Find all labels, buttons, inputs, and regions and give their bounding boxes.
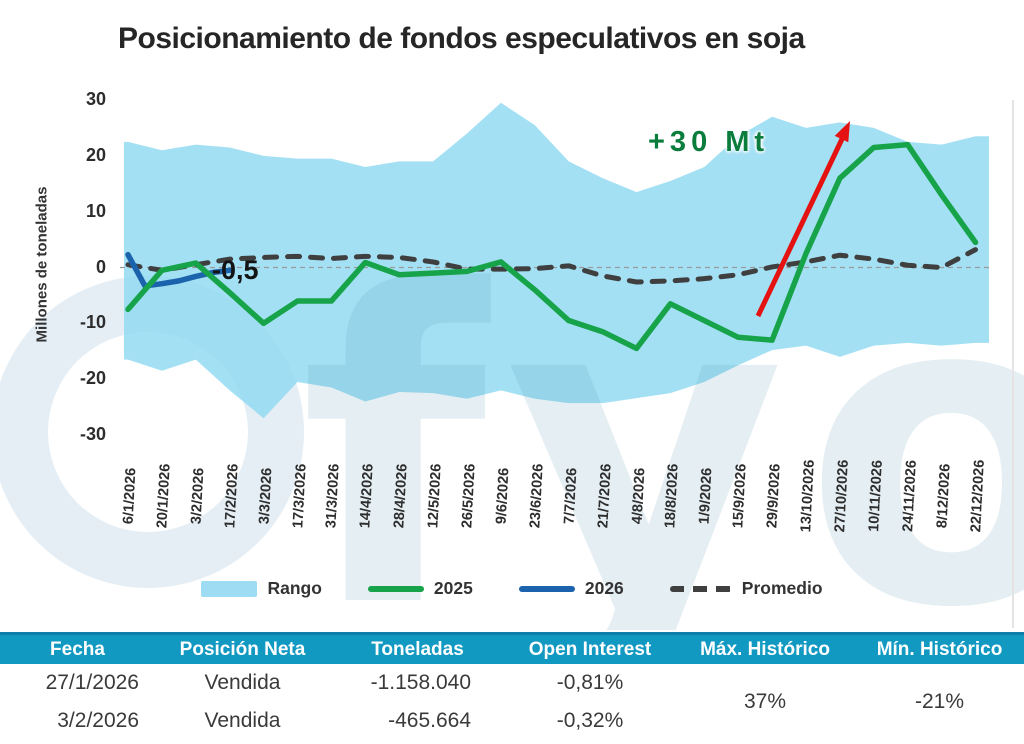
x-tick-label: 17/2/2026 <box>222 463 242 529</box>
positions-table: Fecha Posición Neta Toneladas Open Interest… <box>0 632 1024 740</box>
card-edge-divider <box>1012 100 1014 628</box>
legend-item-promedio: Promedio <box>669 578 823 599</box>
y-tick-label: 30 <box>85 89 106 109</box>
legend-label: 2026 <box>584 578 624 598</box>
table-body: 37% -21% 27/1/2026 Vendida -1.158.040 -0,81… <box>0 664 1024 740</box>
title-text: Posicionamiento de fondos especulativos … <box>118 22 747 55</box>
column-header: Máx. Histórico <box>700 639 830 660</box>
x-tick-label: 1/9/2026 <box>696 467 716 525</box>
legend-swatch-line <box>518 585 575 592</box>
y-tick-label: -20 <box>79 368 106 389</box>
trend-arrow-shaft <box>755 137 845 318</box>
x-tick-label: 21/7/2026 <box>594 463 615 529</box>
legend-swatch-dashed <box>669 585 732 592</box>
y-tick-label: -10 <box>79 312 106 333</box>
y-tick-label: 0 <box>95 256 106 277</box>
series-2025-line <box>125 141 979 352</box>
title-commodity: soja <box>746 22 806 55</box>
legend-label: 2025 <box>433 578 473 598</box>
table-cell: -465.664 <box>388 709 471 732</box>
legend-item-2026: 2026 <box>518 578 624 599</box>
x-tick-label: 24/11/2026 <box>899 459 920 533</box>
table-cell: -1.158.040 <box>370 671 471 694</box>
table-header-row: Fecha Posición Neta Toneladas Open Interest… <box>0 632 1024 664</box>
legend-item-2025: 2025 <box>367 578 473 599</box>
trend-arrow-head <box>834 121 850 143</box>
column-header: Open Interest <box>528 639 652 660</box>
table-cell: 3/2/2026 <box>57 709 139 732</box>
legend-label: Rango <box>267 578 322 598</box>
y-axis-label: Millones de toneladas <box>33 186 51 343</box>
x-tick-label: 22/12/2026 <box>967 459 988 533</box>
page-title: Posicionamiento de fondos especulativos … <box>118 22 805 56</box>
x-tick-label: 3/3/2026 <box>256 467 276 525</box>
y-tick-label: 10 <box>85 200 106 221</box>
table-cell: 27/1/2026 <box>45 671 139 694</box>
table-cell: Vendida <box>204 709 281 732</box>
positioning-chart: fyo <box>0 102 1024 630</box>
x-tick-label: 7/7/2026 <box>561 467 581 525</box>
y-tick-label: -30 <box>79 423 106 444</box>
legend-swatch-band <box>201 580 258 597</box>
x-tick-label: 9/6/2026 <box>493 467 513 525</box>
x-tick-label: 17/3/2026 <box>289 463 310 529</box>
x-tick-label: 26/5/2026 <box>459 463 479 529</box>
x-tick-label: 4/8/2026 <box>629 467 648 525</box>
x-tick-label: 8/12/2026 <box>933 463 954 529</box>
legend-item-rango: Rango <box>201 578 322 599</box>
table-cell: -0,32% <box>556 709 624 732</box>
chart-legend: Rango 2025 2026 Promedio <box>0 578 1024 599</box>
column-header: Fecha <box>50 639 105 660</box>
legend-swatch-line <box>367 585 424 592</box>
annotation-05: -0,5 <box>212 255 259 285</box>
y-tick-label: 20 <box>85 144 106 165</box>
min-historico-value: -21% <box>914 690 965 713</box>
series-promedio-line <box>125 247 978 285</box>
x-tick-label: 3/2/2026 <box>188 467 208 525</box>
column-header: Posición Neta <box>179 639 306 660</box>
max-historico-value: 37% <box>743 690 787 713</box>
x-tick-label: 23/6/2026 <box>527 463 547 529</box>
annotation-30Mt: +30 Mt <box>648 126 770 158</box>
legend-label: Promedio <box>741 578 823 598</box>
x-tick-label: 6/1/2026 <box>120 467 140 525</box>
column-header: Toneladas <box>371 639 464 660</box>
column-header: Mín. Histórico <box>876 639 1003 660</box>
table-cell: -0,81% <box>556 671 624 694</box>
x-tick-label: 20/1/2026 <box>154 463 174 529</box>
table-cell: Vendida <box>204 671 281 694</box>
